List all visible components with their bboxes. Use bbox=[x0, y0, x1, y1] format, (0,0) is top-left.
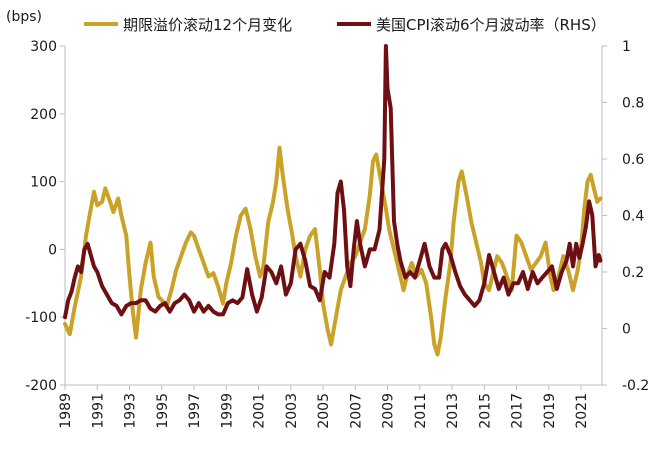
right-tick-label: 0.2 bbox=[622, 265, 644, 281]
left-tick-label: 200 bbox=[30, 107, 57, 123]
x-tick-label: 1995 bbox=[155, 393, 171, 429]
right-tick-label: 1 bbox=[622, 39, 631, 55]
x-tick-label: 2019 bbox=[542, 393, 558, 429]
x-tick-label: 1991 bbox=[90, 393, 106, 429]
x-tick-label: 2017 bbox=[510, 393, 526, 429]
left-tick-label: 0 bbox=[48, 242, 57, 258]
x-tick-label: 2001 bbox=[252, 393, 268, 429]
left-axis-ticks: 300 200 100 0 -100 -200 bbox=[25, 39, 65, 394]
right-tick-label: 0.6 bbox=[622, 152, 644, 168]
x-tick-label: 2015 bbox=[477, 393, 493, 429]
x-tick-label: 1989 bbox=[58, 393, 74, 429]
left-axis-unit-label: (bps) bbox=[6, 9, 42, 25]
x-tick-label: 1993 bbox=[123, 393, 139, 429]
x-tick-label: 2011 bbox=[413, 393, 429, 429]
right-tick-label: 0.8 bbox=[622, 96, 644, 112]
left-tick-label: 100 bbox=[30, 175, 57, 191]
right-axis-ticks: 1 0.8 0.6 0.4 0.2 0 -0.2 bbox=[602, 39, 649, 394]
x-tick-label: 2007 bbox=[348, 393, 364, 429]
legend-label-cpi-volatility: 美国CPI滚动6个月波动率（RHS） bbox=[376, 16, 606, 34]
left-tick-label: -200 bbox=[25, 378, 57, 394]
series-layer bbox=[63, 44, 603, 357]
x-tick-label: 1997 bbox=[187, 393, 203, 429]
series-line-cpi-volatility bbox=[63, 44, 603, 320]
right-tick-label: -0.2 bbox=[622, 378, 649, 394]
series-line-term-premium bbox=[63, 145, 603, 357]
legend-label-term-premium: 期限溢价滚动12个月变化 bbox=[123, 16, 292, 34]
left-tick-label: 300 bbox=[30, 39, 57, 55]
legend: 期限溢价滚动12个月变化 美国CPI滚动6个月波动率（RHS） bbox=[84, 16, 606, 34]
x-tick-label: 2021 bbox=[574, 393, 590, 429]
left-tick-label: -100 bbox=[25, 310, 57, 326]
right-tick-label: 0 bbox=[622, 322, 631, 338]
x-axis-ticks: 1989 1991 1993 1995 1997 1999 2001 2003 2005 2007… bbox=[58, 385, 590, 429]
x-tick-label: 2013 bbox=[445, 393, 461, 429]
x-tick-label: 2003 bbox=[284, 393, 300, 429]
x-tick-label: 2009 bbox=[381, 393, 397, 429]
x-tick-label: 2005 bbox=[316, 393, 332, 429]
x-tick-label: 1999 bbox=[219, 393, 235, 429]
right-tick-label: 0.4 bbox=[622, 209, 644, 225]
